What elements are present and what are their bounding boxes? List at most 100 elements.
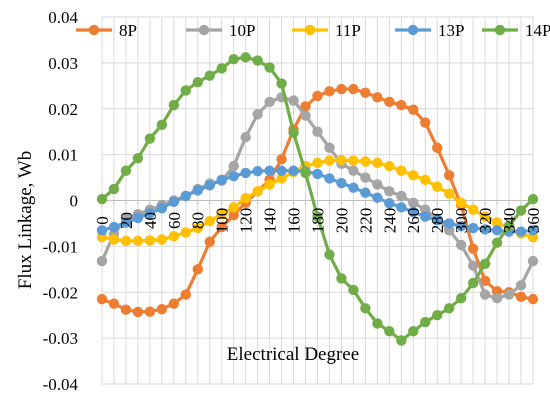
data-point	[443, 218, 455, 229]
data-point	[503, 220, 515, 231]
data-point	[204, 236, 215, 247]
data-point	[479, 275, 491, 286]
data-point	[144, 235, 156, 246]
data-point	[240, 167, 251, 179]
data-point	[252, 109, 263, 120]
data-point	[348, 284, 359, 296]
y-axis-title: Flux Linkage, Wb	[15, 151, 36, 289]
data-point	[360, 303, 371, 314]
data-point	[276, 173, 287, 184]
data-point	[360, 87, 371, 98]
data-point	[348, 165, 359, 176]
data-point	[180, 227, 192, 238]
x-tick-labels: 0 20 40 60 80 100 120 140 160 180 200 220 240 260 280 3…	[93, 208, 543, 234]
data-point	[396, 335, 407, 346]
data-point	[96, 193, 108, 205]
data-point	[228, 160, 239, 172]
data-point	[336, 83, 347, 95]
data-point	[491, 217, 503, 228]
data-point	[312, 211, 323, 222]
data-point	[228, 209, 239, 221]
data-point	[108, 221, 120, 233]
data-point	[336, 177, 347, 189]
data-point	[408, 206, 419, 218]
data-point	[264, 165, 275, 176]
x-tick-label: 100	[213, 208, 232, 234]
data-point	[527, 193, 539, 205]
data-point	[204, 70, 215, 81]
data-point	[120, 165, 132, 176]
legend-item-8P: 8P	[76, 21, 137, 40]
data-point	[324, 142, 335, 153]
data-point	[132, 306, 144, 318]
data-point	[108, 234, 120, 245]
data-point	[180, 289, 192, 300]
data-point	[408, 104, 419, 115]
data-point	[216, 221, 227, 233]
x-tick-label: 340	[500, 208, 519, 234]
data-point	[455, 293, 467, 304]
x-tick-label: 120	[237, 208, 256, 234]
x-tick-label: 260	[404, 208, 423, 234]
data-point	[432, 309, 443, 321]
series-layer	[96, 52, 539, 346]
data-point	[491, 237, 503, 248]
data-point	[264, 179, 275, 190]
data-point	[372, 92, 383, 103]
data-point	[192, 76, 203, 88]
data-point	[420, 174, 431, 186]
data-point	[420, 117, 431, 128]
data-point	[420, 316, 431, 328]
data-point	[348, 182, 359, 193]
legend-item-13P: 13P	[395, 21, 464, 40]
data-point	[408, 170, 419, 181]
data-point	[240, 193, 251, 204]
x-tick-label: 280	[428, 208, 447, 234]
data-point	[479, 211, 491, 222]
data-point	[312, 126, 323, 137]
data-point	[384, 198, 395, 209]
y-tick-label: -0.01	[43, 237, 78, 256]
data-point	[384, 326, 395, 337]
x-tick-label: 300	[452, 208, 471, 234]
legend-item-14P: 14P	[482, 21, 550, 40]
data-point	[396, 190, 407, 202]
x-tick-label: 140	[261, 208, 280, 234]
data-point	[408, 197, 419, 208]
data-point	[276, 78, 287, 89]
data-point	[132, 235, 144, 247]
x-tick-label: 200	[332, 208, 351, 234]
data-point	[276, 154, 287, 165]
data-point	[240, 52, 251, 63]
y-tick-label: -0.02	[43, 283, 78, 302]
data-point	[360, 156, 371, 167]
x-tick-label: 160	[285, 208, 304, 234]
data-point	[312, 168, 323, 180]
data-point	[168, 196, 180, 208]
data-point	[324, 249, 335, 260]
data-point	[467, 204, 479, 215]
data-point	[288, 165, 299, 176]
data-point	[156, 234, 168, 245]
data-point	[336, 273, 347, 284]
data-point	[455, 220, 467, 232]
data-point	[228, 170, 239, 182]
data-point	[360, 187, 371, 198]
data-point	[264, 96, 275, 108]
data-point	[467, 222, 479, 234]
y-tick-label: 0	[70, 192, 79, 211]
data-point	[432, 142, 443, 153]
y-tick-label: 0.04	[48, 8, 78, 27]
legend-label: 8P	[119, 21, 137, 40]
x-axis-title: Electrical Degree	[227, 344, 359, 365]
data-point	[300, 101, 311, 112]
data-point	[312, 90, 323, 102]
data-point	[384, 186, 395, 197]
data-point	[228, 202, 239, 213]
data-point	[168, 99, 180, 111]
legend: 8P 10P 11P 13P 14P	[76, 21, 550, 40]
data-point	[192, 222, 203, 234]
data-point	[432, 215, 443, 226]
data-point	[515, 291, 527, 303]
